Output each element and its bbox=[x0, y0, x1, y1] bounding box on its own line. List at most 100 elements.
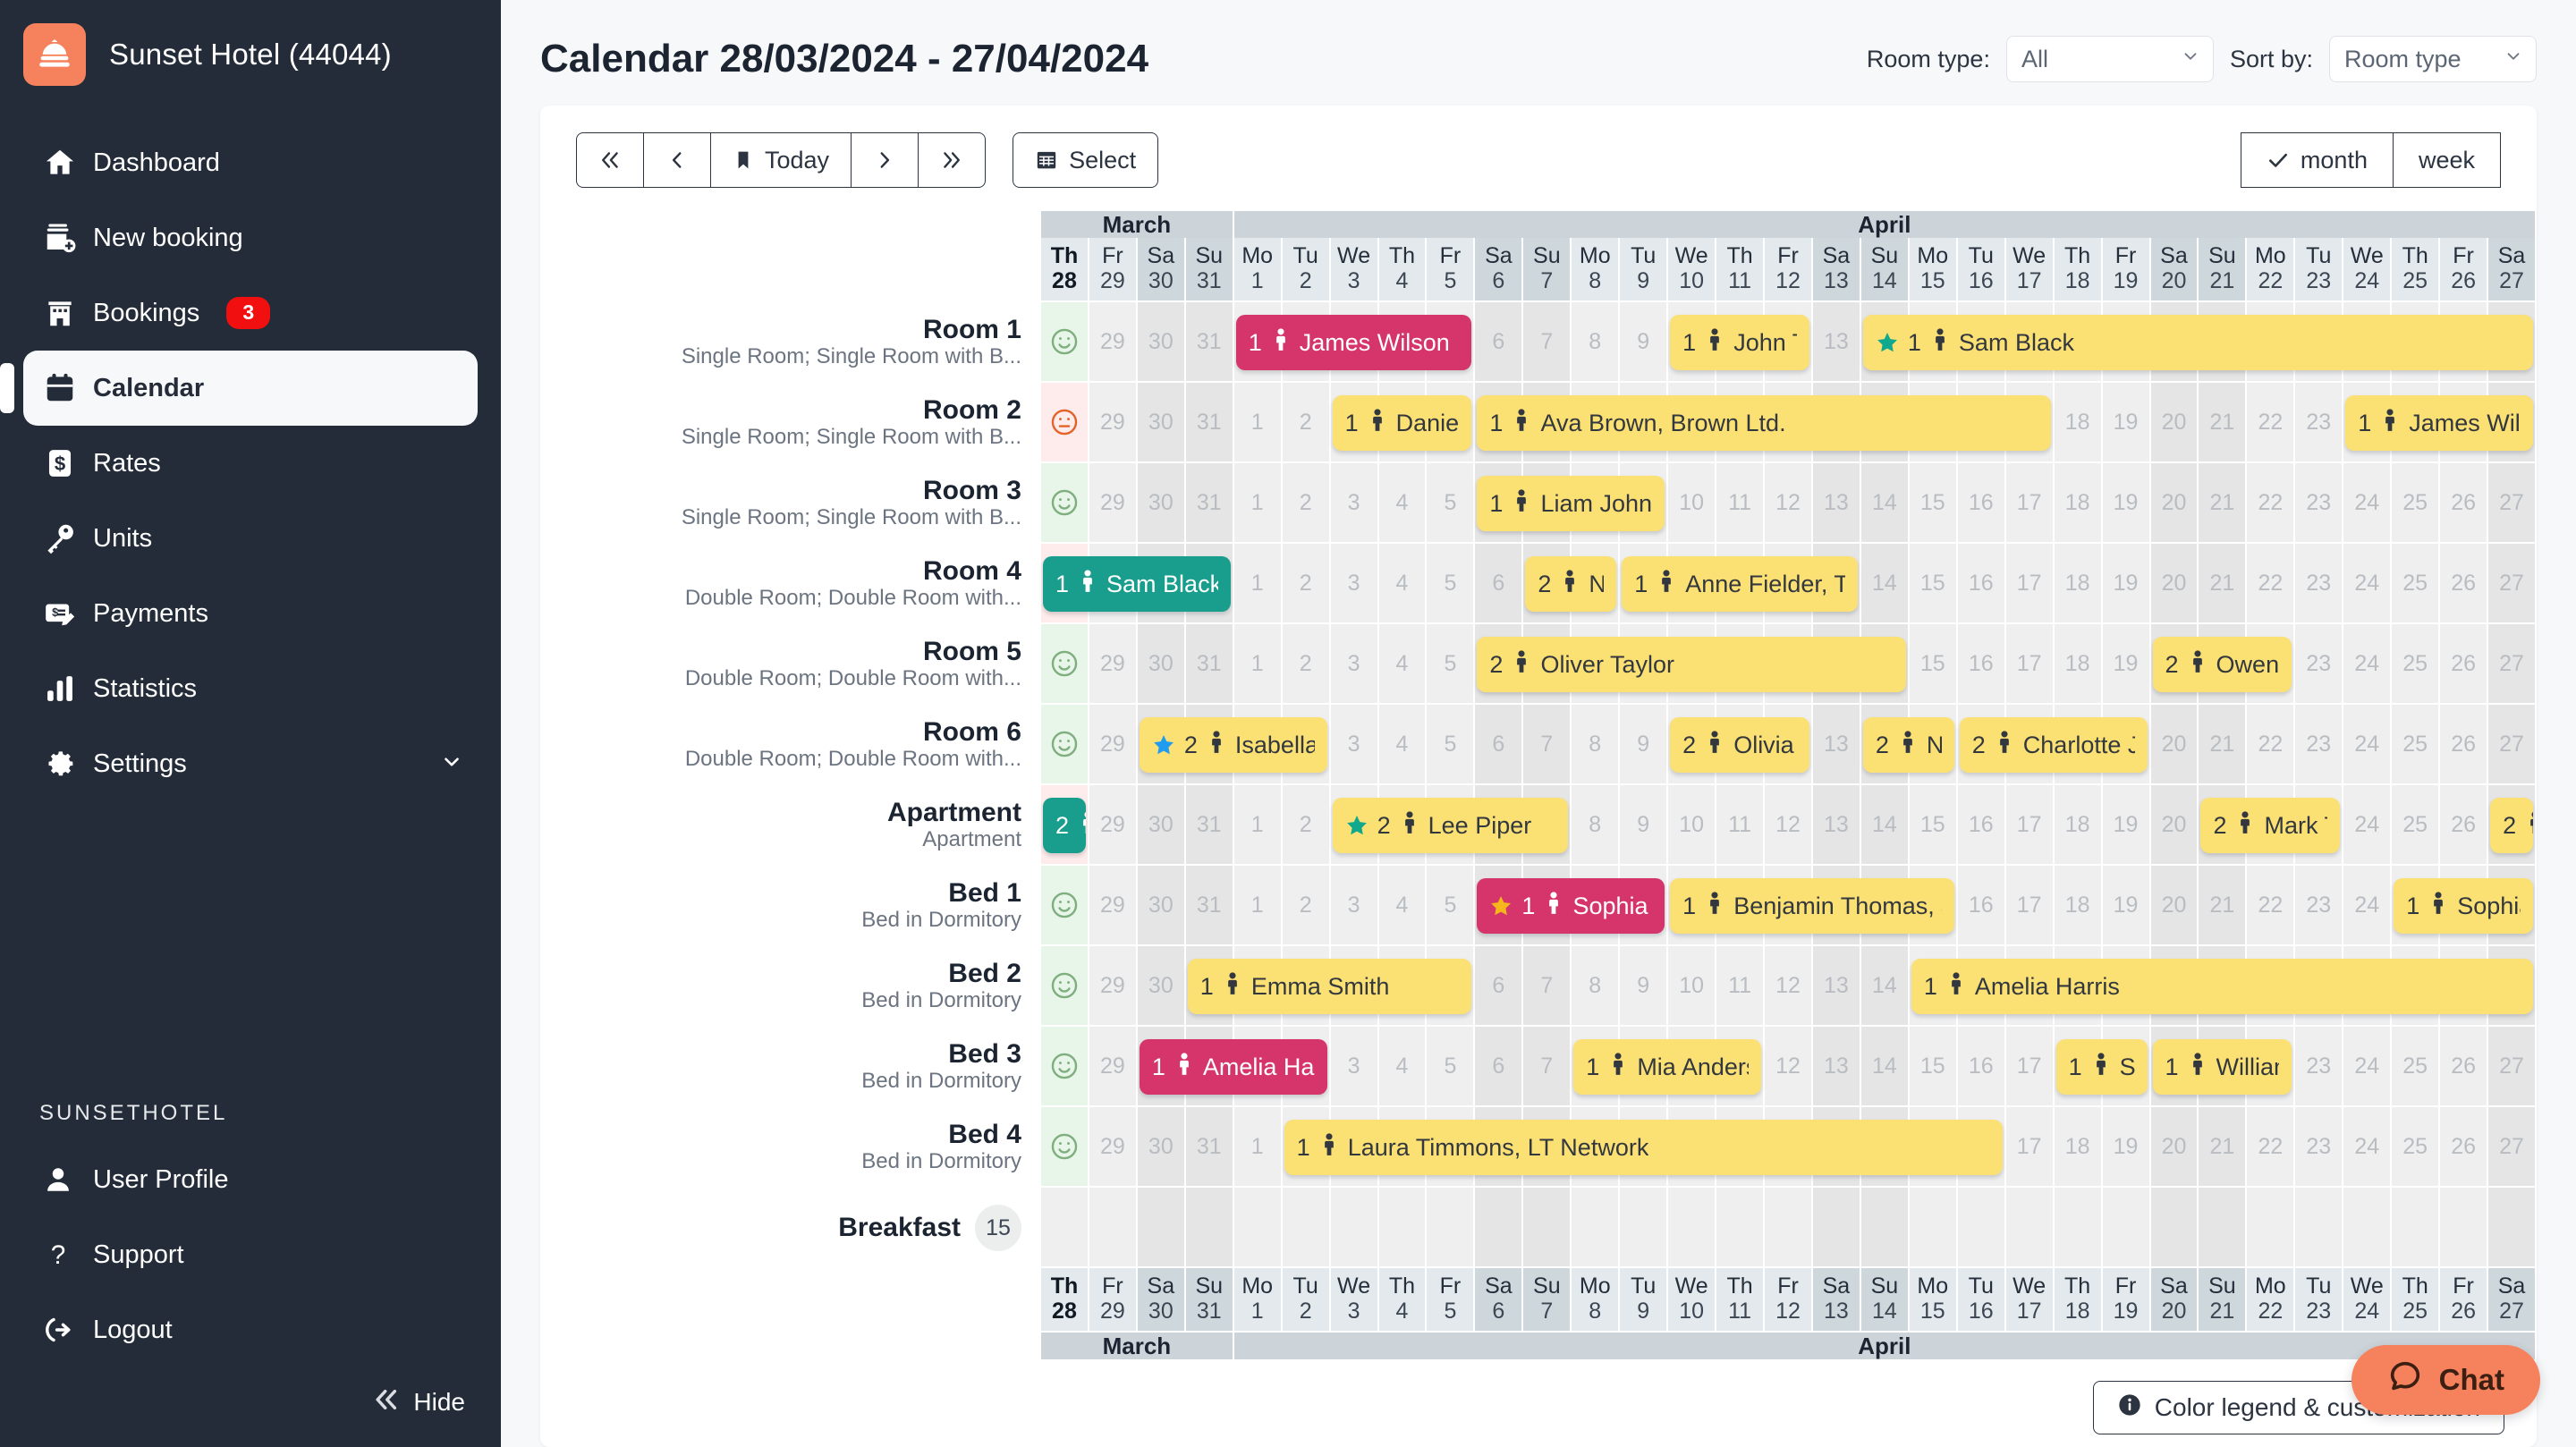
sidebar-item-rates[interactable]: $ Rates bbox=[23, 426, 478, 501]
breakfast-day-cell[interactable] bbox=[1089, 1188, 1138, 1268]
day-cell[interactable]: 15 bbox=[1909, 544, 1958, 624]
sidebar-item-payments[interactable]: $ Payments bbox=[23, 576, 478, 651]
day-cell[interactable]: 12 bbox=[1765, 785, 1813, 866]
day-cell[interactable]: 24 bbox=[2343, 866, 2393, 946]
month-view-button[interactable]: month bbox=[2240, 132, 2393, 188]
booking-bar[interactable]: 1 Emma Smith bbox=[1187, 959, 1472, 1014]
day-cell[interactable]: 15 bbox=[1909, 1027, 1958, 1107]
day-cell[interactable]: 16 bbox=[1957, 785, 2006, 866]
breakfast-day-cell[interactable] bbox=[1378, 1188, 1428, 1268]
day-cell[interactable]: 18 bbox=[2054, 544, 2103, 624]
sort-by-select[interactable]: Room type bbox=[2329, 36, 2537, 82]
booking-bar[interactable]: 1 James Wils bbox=[2345, 395, 2533, 451]
day-cell[interactable]: 2 bbox=[1282, 866, 1331, 946]
day-cell[interactable]: 24 bbox=[2343, 1027, 2393, 1107]
unit-label-room-2[interactable]: Room 2 Single Room; Single Room with B... bbox=[576, 383, 1041, 463]
day-cell[interactable]: 17 bbox=[2005, 624, 2055, 705]
day-cell[interactable]: 12 bbox=[1765, 946, 1813, 1027]
day-cell[interactable]: 6 bbox=[1475, 705, 1524, 785]
day-cell[interactable]: 29 bbox=[1089, 946, 1138, 1027]
day-cell[interactable]: 17 bbox=[2005, 1027, 2055, 1107]
day-cell[interactable]: 20 bbox=[2150, 463, 2199, 544]
week-view-button[interactable]: week bbox=[2392, 132, 2501, 188]
day-cell[interactable]: 2 bbox=[1282, 544, 1331, 624]
day-cell[interactable]: 9 bbox=[1620, 946, 1669, 1027]
unit-label-bed-4[interactable]: Bed 4 Bed in Dormitory bbox=[576, 1107, 1041, 1188]
booking-bar[interactable]: 2 Nadia Fl bbox=[1525, 556, 1617, 612]
day-cell[interactable]: 16 bbox=[1957, 544, 2006, 624]
breakfast-day-cell[interactable] bbox=[1185, 1188, 1234, 1268]
booking-bar[interactable]: 1 Simon H bbox=[2055, 1039, 2148, 1095]
day-cell[interactable]: 11 bbox=[1716, 946, 1766, 1027]
breakfast-day-cell[interactable] bbox=[2392, 1188, 2441, 1268]
sidebar-item-new-booking[interactable]: New booking bbox=[23, 200, 478, 275]
unit-label-room-1[interactable]: Room 1 Single Room; Single Room with B... bbox=[576, 302, 1041, 383]
day-cell[interactable]: 13 bbox=[1812, 463, 1861, 544]
booking-bar[interactable]: 1 William D bbox=[2152, 1039, 2292, 1095]
day-cell[interactable]: 11 bbox=[1716, 785, 1766, 866]
day-cell[interactable]: 22 bbox=[2247, 705, 2296, 785]
day-cell[interactable]: 22 bbox=[2247, 1107, 2296, 1188]
booking-bar[interactable]: 2 Oliver Taylor bbox=[1477, 637, 1906, 692]
day-cell[interactable]: 6 bbox=[1475, 946, 1524, 1027]
breakfast-day-cell[interactable] bbox=[1572, 1188, 1621, 1268]
day-cell[interactable]: 18 bbox=[2054, 383, 2103, 463]
first-page-button[interactable] bbox=[576, 132, 643, 188]
day-cell[interactable]: 9 bbox=[1620, 302, 1669, 383]
breakfast-day-cell[interactable] bbox=[1860, 1188, 1910, 1268]
booking-bar[interactable]: 2 Olivia W bbox=[1670, 717, 1809, 773]
day-cell[interactable]: 31 bbox=[1185, 383, 1234, 463]
breakfast-day-cell[interactable] bbox=[1137, 1188, 1186, 1268]
breakfast-day-cell[interactable] bbox=[2054, 1188, 2103, 1268]
day-cell[interactable]: 1 bbox=[1233, 624, 1283, 705]
day-cell[interactable]: 23 bbox=[2295, 866, 2344, 946]
day-cell[interactable]: 25 bbox=[2392, 1027, 2441, 1107]
prev-button[interactable] bbox=[643, 132, 710, 188]
day-cell[interactable]: 5 bbox=[1427, 544, 1476, 624]
day-cell[interactable]: 19 bbox=[2102, 544, 2151, 624]
day-cell[interactable]: 25 bbox=[2392, 544, 2441, 624]
day-cell[interactable]: 2 bbox=[1282, 463, 1331, 544]
day-cell[interactable]: 1 bbox=[1233, 1107, 1283, 1188]
breakfast-day-cell[interactable] bbox=[2102, 1188, 2151, 1268]
breakfast-day-cell[interactable] bbox=[2247, 1188, 2296, 1268]
day-cell[interactable]: 29 bbox=[1089, 624, 1138, 705]
day-cell[interactable]: 10 bbox=[1668, 946, 1717, 1027]
booking-bar[interactable]: 2 Charlotte Jackso bbox=[1959, 717, 2148, 773]
day-cell[interactable]: 23 bbox=[2295, 705, 2344, 785]
day-cell[interactable]: 21 bbox=[2199, 383, 2248, 463]
day-cell[interactable]: 13 bbox=[1812, 785, 1861, 866]
day-cell[interactable]: 27 bbox=[2488, 1027, 2537, 1107]
day-cell[interactable]: 14 bbox=[1860, 1027, 1910, 1107]
chevron-down-icon[interactable] bbox=[440, 750, 463, 778]
day-cell[interactable]: 18 bbox=[2054, 785, 2103, 866]
breakfast-day-cell[interactable] bbox=[1330, 1188, 1379, 1268]
breakfast-day-cell[interactable] bbox=[1523, 1188, 1572, 1268]
booking-bar[interactable]: 1 Sophia bbox=[2394, 878, 2533, 934]
day-cell[interactable]: 30 bbox=[1137, 1107, 1186, 1188]
day-cell[interactable]: 2 bbox=[1282, 624, 1331, 705]
day-cell[interactable]: 30 bbox=[1137, 302, 1186, 383]
booking-bar[interactable]: 1 Sam Black bbox=[1862, 315, 2533, 370]
day-cell[interactable]: 20 bbox=[2150, 785, 2199, 866]
day-cell[interactable]: 19 bbox=[2102, 463, 2151, 544]
day-cell[interactable]: 18 bbox=[2054, 1107, 2103, 1188]
booking-bar[interactable]: 1 Danielle bbox=[1332, 395, 1472, 451]
chat-button[interactable]: Chat bbox=[2351, 1345, 2540, 1415]
day-cell[interactable]: 17 bbox=[2005, 785, 2055, 866]
day-cell[interactable]: 24 bbox=[2343, 544, 2393, 624]
day-cell[interactable]: 10 bbox=[1668, 463, 1717, 544]
day-cell[interactable]: 23 bbox=[2295, 624, 2344, 705]
breakfast-day-cell[interactable] bbox=[1041, 1188, 1089, 1268]
day-cell[interactable]: 22 bbox=[2247, 544, 2296, 624]
day-cell[interactable]: 21 bbox=[2199, 463, 2248, 544]
booking-bar[interactable]: 2 Isabella M bbox=[1139, 717, 1327, 773]
day-cell[interactable]: 22 bbox=[2247, 866, 2296, 946]
breakfast-day-cell[interactable] bbox=[2488, 1188, 2537, 1268]
breakfast-day-cell[interactable] bbox=[1282, 1188, 1331, 1268]
day-cell[interactable]: 4 bbox=[1378, 1027, 1428, 1107]
day-cell[interactable]: 20 bbox=[2150, 383, 2199, 463]
day-cell[interactable]: 14 bbox=[1860, 785, 1910, 866]
breakfast-day-cell[interactable] bbox=[1233, 1188, 1283, 1268]
sidebar-item-user-profile[interactable]: User Profile bbox=[23, 1142, 478, 1217]
